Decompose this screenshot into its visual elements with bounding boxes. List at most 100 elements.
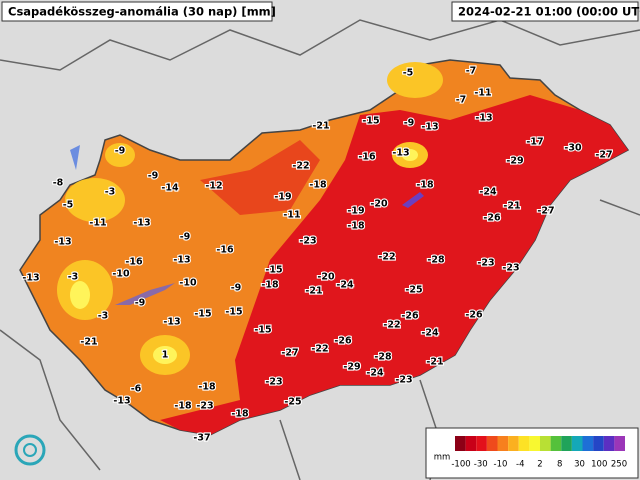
logo [14,434,46,466]
legend-swatch [561,436,572,451]
station-value: -23 [477,258,494,269]
station-value: -15 [265,265,282,276]
legend-swatch [518,436,530,451]
station-value: -15 [194,309,211,320]
legend-swatch [476,436,487,451]
legend-swatch [593,436,604,451]
station-value: -24 [421,328,439,339]
station-value: -9 [180,232,191,243]
station-value: -17 [526,137,543,148]
station-value: -18 [231,409,249,420]
station-value: -6 [131,384,142,395]
station-value: -21 [426,357,443,368]
station-value: -21 [305,286,322,297]
legend-swatch [497,436,509,451]
station-value: -10 [179,278,197,289]
station-value: -13 [133,218,150,229]
station-value: -22 [311,344,328,355]
station-value: -15 [225,307,242,318]
station-value: -37 [193,433,210,444]
station-value: -26 [483,213,501,224]
legend-box [425,427,639,479]
stations: -5 -7 -7 -11 -13 -9 -13 -15 -21 -17 -30 -27 -13 -16 -2… [21,64,613,444]
station-value: -25 [405,285,422,296]
station-value: -24 [366,368,384,379]
station-value: -9 [115,146,126,157]
title: Csapadékösszeg-anomália (30 nap) [mm] [8,5,276,19]
station-value: -3 [105,187,116,198]
station-value: -23 [265,377,282,388]
station-value: -27 [281,348,298,359]
station-value: -11 [89,218,106,229]
legend-label: -4 [516,460,524,470]
station-value: -22 [378,252,395,263]
station-value: -18 [261,280,279,291]
station-value: -29 [506,156,523,167]
station-value: -13 [421,122,438,133]
station-value: -26 [465,310,483,321]
legend-swatch [508,436,519,451]
station-value: -13 [22,273,39,284]
station-value: -24 [479,187,497,198]
legend-swatch [550,436,562,451]
station-value: -23 [196,401,213,412]
station-value: -9 [231,283,242,294]
legend: -100 -30 -10 -4 2 8 30 100 250 [451,436,627,470]
station-value: -16 [216,245,234,256]
legend-swatch [603,436,615,451]
station-value: -13 [113,396,130,407]
station-value: -3 [98,311,109,322]
lake-tisza [402,192,424,208]
station-value: -13 [392,148,409,159]
station-value: -23 [395,375,412,386]
legend-swatch [529,436,540,451]
station-value: -20 [370,199,388,210]
legend-swatch [465,436,477,451]
station-value: -12 [205,181,222,192]
lake-balaton [115,283,175,305]
station-value: -13 [54,237,71,248]
legend-swatch [486,436,498,451]
station-value: -25 [284,397,301,408]
station-value: -22 [383,320,400,331]
station-value: -27 [595,150,612,161]
legend-label: 8 [557,460,562,470]
legend-swatch [582,436,594,451]
legend-label: 30 [574,460,585,470]
station-value: 1 [162,350,169,361]
timestamp-box [451,1,639,22]
station-value: -15 [254,325,271,336]
station-value: -19 [347,206,364,217]
dry-region-2 [200,140,320,215]
legend-label: -30 [474,460,488,470]
borders [0,19,640,480]
legend-label: 100 [591,460,607,470]
legend-swatch [614,436,625,451]
station-value: -18 [174,401,192,412]
station-value: -3 [68,272,79,283]
station-value: -8 [53,178,64,189]
station-value: -21 [312,121,329,132]
station-value: -7 [466,66,477,77]
station-value: -9 [148,171,159,182]
station-value: -28 [427,255,445,266]
station-value: -15 [362,116,379,127]
station-value: -16 [125,257,143,268]
station-value: -10 [112,269,130,280]
station-value: -18 [309,180,327,191]
station-value: -9 [404,118,415,129]
station-value: -22 [292,161,309,172]
station-value: -9 [135,298,146,309]
legend-swatch [540,436,551,451]
legend-swatch [571,436,583,451]
station-value: -29 [343,362,360,373]
station-value: -19 [274,192,291,203]
station-value: -26 [401,311,419,322]
station-value: -13 [173,255,190,266]
wet-cores [70,149,418,364]
station-value: -24 [336,280,354,291]
station-value: -16 [358,152,376,163]
station-value: -7 [456,95,467,106]
title-box [1,1,273,22]
